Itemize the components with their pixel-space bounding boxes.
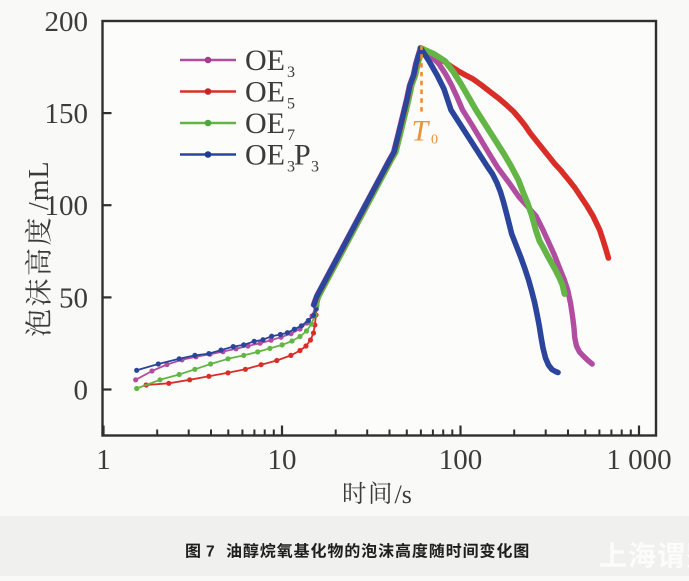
svg-text:1: 1 [96, 444, 111, 476]
svg-text:150: 150 [45, 98, 89, 130]
svg-text:3: 3 [311, 159, 319, 176]
svg-text:P: P [294, 139, 311, 172]
svg-text:100: 100 [439, 444, 483, 476]
svg-text:3: 3 [287, 159, 295, 176]
svg-text:5: 5 [287, 96, 295, 113]
svg-text:100: 100 [45, 190, 89, 222]
svg-text:200: 200 [45, 6, 89, 38]
svg-text:0: 0 [74, 375, 89, 407]
svg-text:OE: OE [245, 139, 285, 172]
svg-text:OE: OE [245, 44, 285, 77]
svg-text:0: 0 [431, 133, 438, 148]
svg-text:1 000: 1 000 [606, 444, 671, 476]
svg-text:10: 10 [268, 444, 297, 476]
svg-text:50: 50 [59, 282, 88, 314]
svg-text:OE: OE [245, 107, 285, 140]
svg-text:3: 3 [287, 64, 295, 81]
svg-text:7: 7 [287, 127, 295, 144]
svg-text:7: 7 [206, 544, 215, 561]
svg-text:OE: OE [245, 76, 285, 109]
svg-text:/mL: /mL [24, 160, 55, 210]
svg-text:/s: /s [395, 480, 412, 509]
svg-text:T: T [412, 115, 431, 148]
